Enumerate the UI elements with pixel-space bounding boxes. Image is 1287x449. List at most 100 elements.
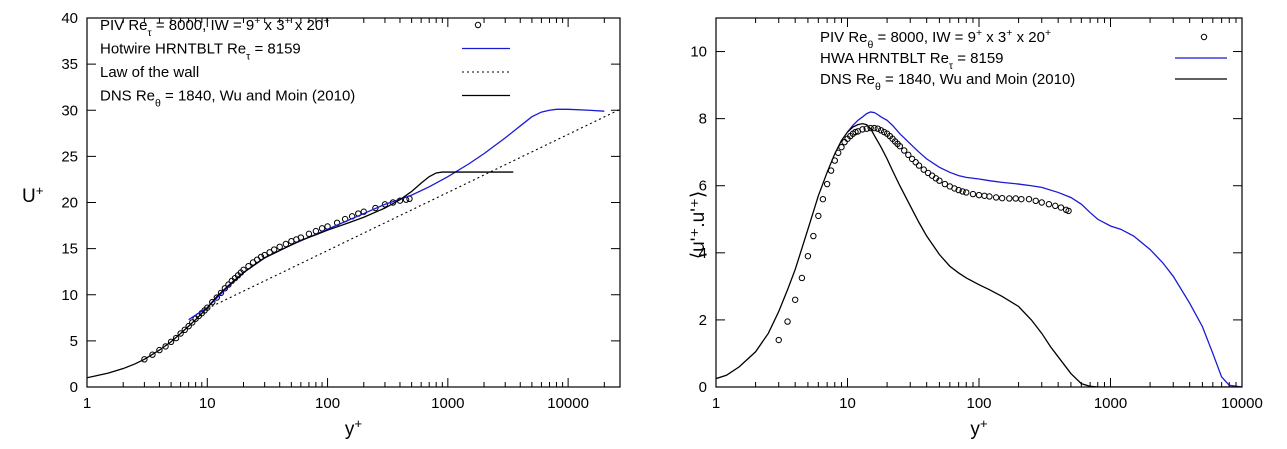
x-tick-label: 100: [966, 395, 991, 412]
data-point: [209, 298, 216, 306]
data-point: [172, 334, 180, 342]
data-point: [928, 172, 936, 179]
y-tick-label: 25: [61, 148, 78, 165]
data-point: [955, 186, 962, 194]
data-point: [162, 343, 169, 350]
data-point: [1025, 195, 1033, 203]
data-point: [992, 194, 1000, 201]
data-point: [908, 155, 916, 163]
data-point: [1006, 195, 1013, 202]
data-point: [874, 125, 881, 132]
x-tick-label: 1: [83, 395, 91, 412]
plot-area: [87, 108, 620, 379]
data-point: [1045, 200, 1053, 208]
data-point: [213, 294, 221, 301]
data-point: [871, 124, 878, 132]
data-point: [819, 195, 827, 203]
y-tick-label: 35: [61, 56, 78, 73]
data-point: [204, 304, 211, 311]
data-point: [381, 201, 389, 208]
data-point: [896, 142, 904, 150]
data-point: [167, 338, 175, 345]
chart-mean-velocity: 1 10 100 1000 10000 0 5 10 15 20 25 30 35 40 y+ U+ PIV R…: [22, 10, 621, 441]
chart-reynolds-stress: 1 10 100 1000 10000 0 2 4 6 8 10 y+ ⟨u'⁺.u'⁺⟩ PIV Reθ…: [688, 17, 1263, 441]
data-point: [177, 330, 184, 337]
y-tick-label: 8: [699, 111, 707, 128]
data-point: [791, 296, 799, 303]
data-point: [959, 188, 966, 195]
data-point: [221, 285, 229, 292]
data-point: [823, 180, 831, 188]
legend-label: DNS Reθ = 1840, Wu and Moin (2010): [820, 71, 1075, 93]
data-point: [217, 289, 225, 297]
y-axis: 0 5 10 15 20 25 30 35 40: [61, 10, 620, 396]
legend-label: PIV Reθ = 8000, IW = 9+ x 3+ x 20+: [820, 27, 1051, 51]
y-tick-label: 10: [690, 44, 707, 61]
data-point: [141, 356, 148, 363]
data-point: [905, 151, 912, 159]
data-point: [798, 274, 806, 282]
legend-label: HWA HRNTBLT Reτ = 8159: [820, 50, 1004, 72]
series-piv-markers: [775, 124, 1072, 344]
series-line-blue: [846, 111, 1242, 387]
x-axis: 1 10 100 1000 10000: [83, 18, 605, 412]
y-axis: 0 2 4 6 8 10: [690, 44, 1242, 396]
data-point: [181, 326, 188, 334]
x-tick-label: 1000: [1094, 395, 1127, 412]
data-point: [941, 180, 949, 188]
data-point: [784, 318, 791, 325]
legend: PIV Reθ = 8000, IW = 9+ x 3+ x 20+HWA HR…: [820, 27, 1227, 93]
x-tick-label: 10000: [1221, 395, 1263, 412]
legend-label: Law of the wall: [100, 64, 199, 81]
x-tick-label: 10: [839, 395, 856, 412]
x-axis-label: y+: [345, 416, 363, 441]
x-tick-label: 10000: [547, 395, 589, 412]
x-tick-label: 1000: [431, 395, 464, 412]
legend: PIV Reτ = 8000, IW = 9+ x 3+ x 20+Hotwir…: [100, 15, 510, 110]
y-axis-label: ⟨u'⁺.u'⁺⟩: [688, 191, 709, 260]
data-point: [815, 212, 822, 220]
data-point: [1057, 204, 1065, 211]
data-point: [810, 232, 817, 240]
legend-label: Hotwire HRNTBLT Reτ = 8159: [100, 41, 301, 63]
x-axis-label: y+: [970, 416, 988, 441]
y-tick-label: 0: [699, 379, 707, 396]
legend-label: PIV Reτ = 8000, IW = 9+ x 3+ x 20+: [100, 15, 329, 39]
y-tick-label: 30: [61, 102, 78, 119]
data-point: [1038, 199, 1045, 206]
data-point: [1065, 207, 1072, 215]
y-axis-label: U+: [22, 183, 44, 208]
series-line-dotted: [207, 108, 620, 310]
data-point: [270, 246, 278, 253]
data-point: [877, 127, 885, 134]
data-point: [775, 336, 782, 344]
y-tick-label: 4: [699, 245, 707, 262]
y-tick-label: 40: [61, 10, 78, 27]
y-tick-label: 2: [699, 312, 707, 329]
data-point: [149, 351, 156, 358]
legend-label: DNS Reθ = 1840, Wu and Moin (2010): [100, 88, 355, 110]
y-tick-label: 15: [61, 241, 78, 258]
data-point: [1018, 195, 1025, 203]
series-line-black: [716, 123, 1242, 387]
data-point: [1012, 195, 1019, 202]
series-line-black: [87, 171, 514, 379]
data-point: [282, 240, 290, 248]
data-point: [841, 138, 848, 146]
data-point: [859, 126, 866, 133]
data-point: [963, 189, 970, 196]
legend-sample-marker: [474, 21, 482, 29]
x-tick-label: 100: [315, 395, 340, 412]
x-tick-label: 10: [199, 395, 216, 412]
data-point: [998, 194, 1006, 202]
data-point: [863, 125, 870, 132]
data-point: [920, 166, 927, 173]
data-point: [305, 230, 313, 238]
y-tick-label: 10: [61, 287, 78, 304]
data-point: [804, 252, 812, 260]
data-point: [975, 191, 983, 199]
data-point: [951, 185, 958, 192]
series-line-blue: [188, 108, 605, 321]
series-piv-markers: [141, 195, 413, 363]
data-point: [156, 346, 163, 354]
